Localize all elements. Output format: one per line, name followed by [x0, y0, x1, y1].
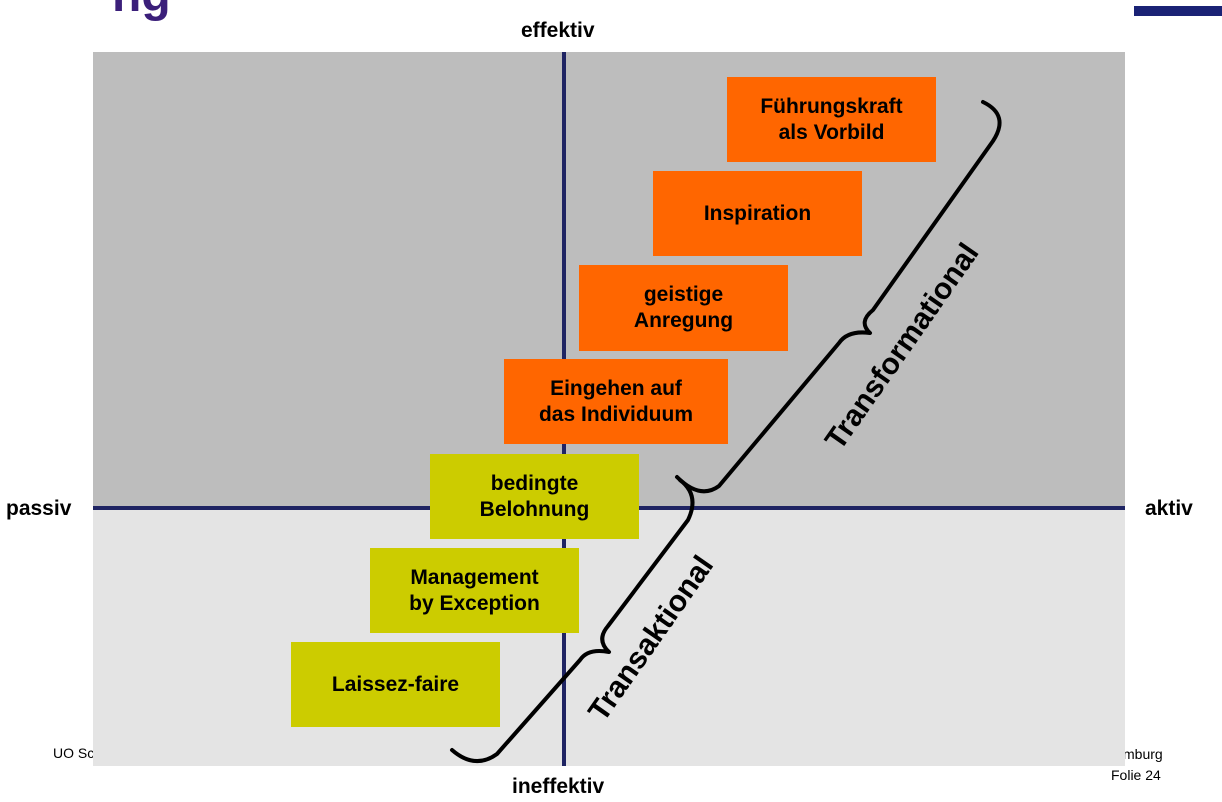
style-box-individuum: Eingehen auf das Individuum	[504, 359, 728, 444]
style-box-vorbild: Führungskraft als Vorbild	[727, 77, 936, 162]
quadrant-ineffective	[93, 508, 1125, 766]
style-box-laissez-faire: Laissez-faire	[291, 642, 500, 727]
style-box-exception: Management by Exception	[370, 548, 579, 633]
style-box-inspiration: Inspiration	[653, 171, 862, 256]
slide-title-fragment: ng	[112, 0, 171, 20]
style-box-anregung: geistige Anregung	[579, 265, 788, 351]
header-accent-bar	[1134, 6, 1222, 16]
footer-right-text: mburg	[1123, 746, 1163, 762]
footer-left-text: UO Sc	[53, 745, 95, 761]
brace-transformational	[675, 100, 1002, 494]
style-box-belohnung: bedingte Belohnung	[430, 454, 639, 539]
axis-label-top: effektiv	[521, 19, 595, 42]
axis-label-right: aktiv	[1145, 497, 1193, 520]
brace-transaktional	[450, 478, 695, 763]
axis-label-bottom: ineffektiv	[512, 775, 605, 798]
page-number: Folie 24	[1111, 767, 1161, 783]
axis-label-left: passiv	[6, 497, 72, 520]
